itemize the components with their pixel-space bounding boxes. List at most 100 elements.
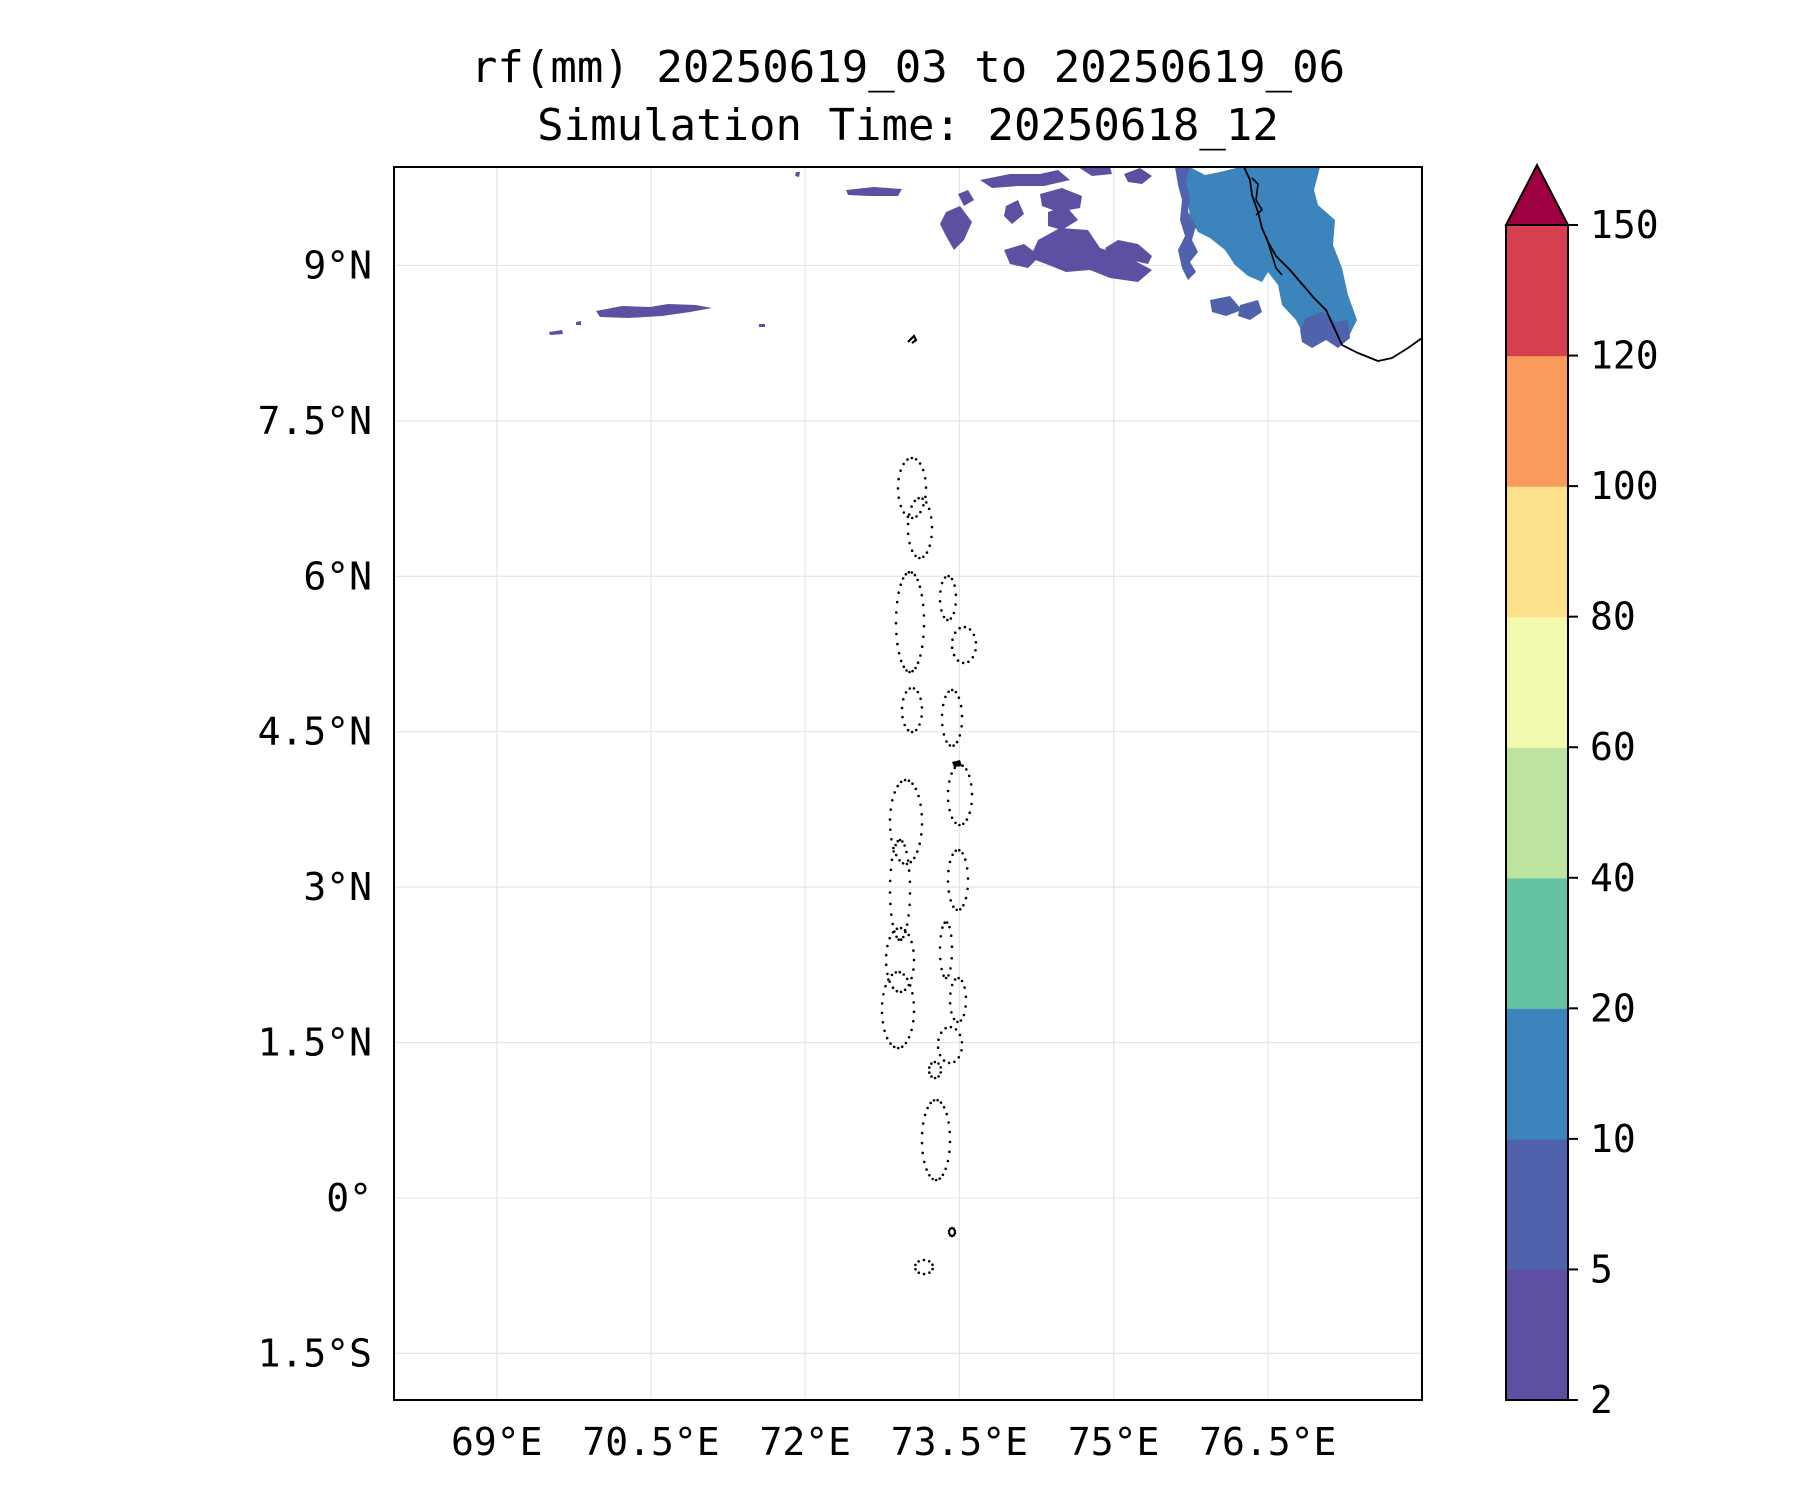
atoll-islet (941, 1173, 945, 1177)
atoll-islet (939, 1031, 943, 1034)
atoll-islet (964, 896, 968, 900)
atoll-islet (921, 1151, 924, 1155)
atoll-islet (921, 1122, 925, 1125)
atoll-islet (896, 642, 899, 646)
atoll-islet (906, 532, 910, 536)
atoll-islet (914, 666, 917, 670)
atoll-islet (898, 838, 902, 842)
atoll-islet (946, 880, 950, 883)
atoll-islet (889, 808, 892, 811)
atoll-islet (889, 828, 892, 831)
atoll-islet (921, 468, 925, 472)
atoll-islet (957, 1056, 961, 1059)
atoll-islet (898, 859, 901, 862)
atoll-islet (939, 590, 942, 593)
atoll-islet (903, 988, 907, 992)
atoll-islet (930, 1062, 933, 1065)
atoll-islet (946, 618, 949, 622)
rain-region-2-5 (1078, 167, 1112, 176)
lon-tick-label: 69°E (451, 1420, 543, 1464)
atoll-islet (896, 487, 900, 490)
atoll-islet (911, 782, 914, 785)
atoll-islet (920, 1131, 924, 1135)
lon-tick-label: 76.5°E (1199, 1420, 1336, 1464)
atoll-islet (890, 858, 894, 862)
atoll-islet (894, 853, 898, 857)
atoll-islet (924, 486, 928, 489)
atoll-islet (890, 838, 893, 841)
atoll-islet (914, 458, 918, 461)
atoll-islet (952, 905, 955, 908)
atoll-islet (950, 816, 954, 819)
atoll-islet (899, 990, 903, 994)
atoll-islet (908, 903, 911, 907)
atoll-islet (916, 690, 920, 694)
atoll-islet (928, 1174, 931, 1177)
atoll-islet (960, 725, 963, 728)
atoll-islet (968, 628, 972, 631)
atoll-islet (916, 661, 920, 664)
kerala-backwater (1251, 177, 1283, 276)
lon-tick-label: 72°E (759, 1420, 851, 1464)
atoll-islet (947, 974, 950, 977)
atoll-islet (910, 940, 913, 944)
atoll-islet (954, 603, 957, 606)
atoll-islet (919, 510, 922, 514)
atoll-islet (881, 1021, 885, 1024)
atoll-islet (892, 846, 895, 850)
atoll-islet (948, 1130, 951, 1134)
rain-region-5-10 (1210, 296, 1242, 316)
colorbar-tick-label: 60 (1590, 725, 1636, 769)
colorbar-segment (1506, 486, 1568, 618)
atoll-islet (890, 973, 894, 977)
rain-region-5-10 (1238, 300, 1262, 320)
atoll-islet (889, 902, 892, 906)
atoll-islet (941, 703, 945, 707)
atoll-islet (948, 1140, 952, 1144)
atoll-islet (942, 974, 945, 977)
rain-region-10-20 (1175, 167, 1357, 344)
colorbar-segment (1506, 225, 1568, 357)
atoll-islet (912, 1001, 915, 1004)
atoll-islet (930, 535, 933, 539)
rain-region-2-5 (846, 187, 902, 196)
rain-region-2-5 (549, 330, 563, 335)
atoll-islet (959, 704, 963, 708)
atoll-islet (954, 821, 957, 825)
atoll-islet (904, 572, 908, 576)
atoll-islet (921, 497, 924, 501)
atoll-islet (936, 1098, 939, 1102)
atoll-islet (905, 850, 908, 854)
atoll-islet (969, 783, 973, 786)
atoll-islet (934, 1178, 938, 1182)
atoll-islet (910, 549, 914, 552)
lat-tick-label: 9°N (303, 243, 372, 287)
atoll-islet (950, 1011, 953, 1014)
atoll-islet (948, 1150, 951, 1154)
atoll-islet (894, 843, 897, 847)
atoll-islet (910, 505, 913, 508)
atoll-islet (953, 631, 957, 634)
atoll-islet (916, 578, 919, 582)
atoll-islet (896, 839, 900, 843)
atoll-islet (947, 890, 951, 893)
rain-region-2-5 (940, 206, 972, 250)
map-title: rf(mm) 20250619_03 to 20250619_06 (470, 42, 1346, 93)
atoll-islet (917, 794, 920, 798)
atoll-islet (888, 818, 892, 821)
atoll-islet (913, 499, 917, 503)
atoll-islet (911, 669, 914, 673)
lon-tick-label: 75°E (1068, 1420, 1160, 1464)
atoll-islet (927, 1260, 931, 1263)
atoll-islet (965, 768, 968, 771)
atoll-islet (886, 944, 889, 948)
atoll-islet (922, 1258, 926, 1262)
atoll-islet (950, 983, 954, 987)
atoll-islet (916, 850, 919, 853)
atoll-islet (893, 791, 896, 794)
atoll-islet (896, 1046, 900, 1050)
atoll-islet (939, 1066, 942, 1069)
atoll-islet (961, 764, 964, 767)
atoll-islet (952, 653, 956, 657)
